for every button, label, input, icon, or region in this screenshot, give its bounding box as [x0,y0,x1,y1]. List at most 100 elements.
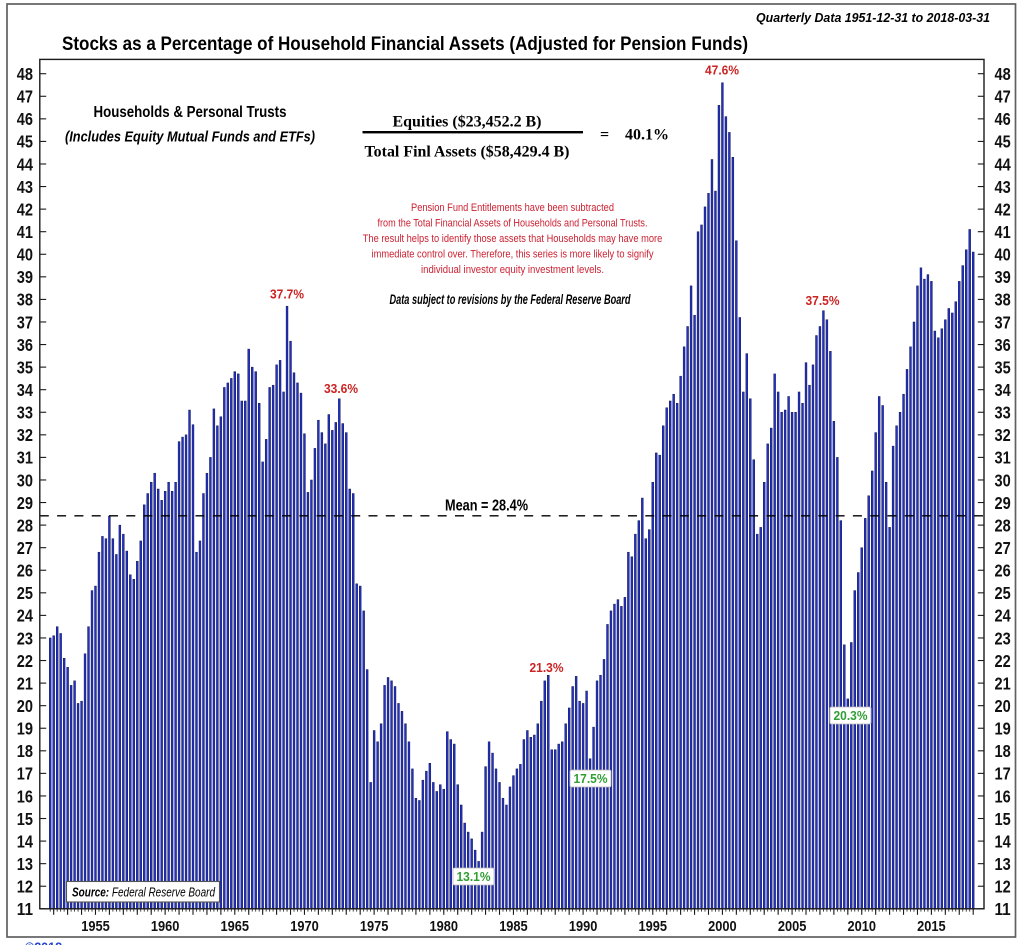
svg-text:42: 42 [17,199,33,219]
svg-text:12: 12 [17,877,33,897]
svg-text:24: 24 [17,606,33,626]
svg-text:43: 43 [995,177,1011,197]
svg-text:26: 26 [17,561,33,581]
svg-text:21: 21 [995,673,1011,693]
svg-text:Data subject to revisions by t: Data subject to revisions by the Federal… [390,292,632,307]
svg-text:individual investor equity inv: individual investor equity investment le… [421,264,604,276]
svg-text:47: 47 [17,87,33,107]
svg-text:43: 43 [17,177,33,197]
svg-text:1955: 1955 [81,918,110,935]
svg-text:The result helps to identify t: The result helps to identify those asset… [363,233,663,245]
svg-text:Source: Federal Reserve Board: Source: Federal Reserve Board [72,885,216,900]
svg-text:35: 35 [17,357,33,377]
svg-text:40.1%: 40.1% [625,127,669,144]
svg-text:(Includes Equity Mutual Funds: (Includes Equity Mutual Funds and ETFs) [65,130,315,146]
svg-text:Equities ($23,452.2 B): Equities ($23,452.2 B) [393,114,542,131]
svg-text:Households & Personal Trusts: Households & Personal Trusts [94,104,287,121]
svg-text:1960: 1960 [151,918,180,935]
svg-text:34: 34 [995,380,1011,400]
svg-text:41: 41 [995,222,1011,242]
svg-text:39: 39 [17,267,33,287]
svg-text:32: 32 [995,425,1011,445]
svg-text:Stocks as a Percentage of Hous: Stocks as a Percentage of Household Fina… [62,33,748,55]
svg-text:30: 30 [995,470,1011,490]
svg-text:15: 15 [17,809,33,829]
svg-text:38: 38 [995,290,1011,310]
svg-text:14: 14 [995,831,1011,851]
svg-text:28: 28 [995,515,1011,535]
svg-text:36: 36 [995,335,1011,355]
svg-text:22: 22 [17,651,33,671]
svg-text:15: 15 [995,809,1011,829]
svg-text:17: 17 [995,764,1011,784]
svg-text:11: 11 [17,899,33,919]
svg-text:34: 34 [17,380,33,400]
svg-text:19: 19 [17,719,33,739]
svg-text:33.6%: 33.6% [324,381,359,396]
svg-text:Mean = 28.4%: Mean = 28.4% [445,498,528,515]
svg-text:42: 42 [995,199,1011,219]
svg-text:46: 46 [995,109,1011,129]
svg-text:12: 12 [995,877,1011,897]
svg-text:2005: 2005 [778,918,807,935]
svg-text:immediate control over. Theref: immediate control over. Therefore, this … [372,249,655,261]
svg-text:40: 40 [17,245,33,265]
svg-text:40: 40 [995,245,1011,265]
svg-text:47.6%: 47.6% [705,63,740,78]
svg-text:45: 45 [17,132,33,152]
svg-text:2010: 2010 [847,918,876,935]
svg-text:44: 44 [995,154,1011,174]
svg-text:31: 31 [995,448,1011,468]
svg-text:20: 20 [17,696,33,716]
svg-text:23: 23 [17,628,33,648]
svg-text:28: 28 [17,515,33,535]
svg-text:45: 45 [995,132,1011,152]
svg-text:1995: 1995 [639,918,668,935]
svg-text:Quarterly Data 1951-12-31 to 2: Quarterly Data 1951-12-31 to 2018-03-31 [756,10,990,25]
svg-text:29: 29 [995,493,1011,513]
svg-text:11: 11 [995,899,1011,919]
svg-text:2015: 2015 [917,918,946,935]
svg-text:2000: 2000 [708,918,737,935]
svg-text:33: 33 [17,403,33,423]
svg-text:48: 48 [995,64,1011,84]
svg-text:1975: 1975 [360,918,389,935]
svg-text:41: 41 [17,222,33,242]
svg-text:19: 19 [995,719,1011,739]
svg-text:23: 23 [995,628,1011,648]
svg-text:1970: 1970 [290,918,319,935]
svg-text:33: 33 [995,403,1011,423]
svg-text:47: 47 [995,87,1011,107]
svg-text:38: 38 [17,290,33,310]
svg-text:20: 20 [995,696,1011,716]
svg-text:25: 25 [995,583,1011,603]
svg-text:37: 37 [995,312,1011,332]
svg-text:29: 29 [17,493,33,513]
svg-text:25: 25 [17,583,33,603]
svg-text:Pension Fund Entitlements have: Pension Fund Entitlements have been subt… [411,202,614,214]
svg-text:18: 18 [17,741,33,761]
svg-text:13: 13 [17,854,33,874]
svg-text:1965: 1965 [221,918,250,935]
svg-text:21: 21 [17,673,33,693]
svg-text:27: 27 [995,538,1011,558]
svg-text:16: 16 [17,786,33,806]
svg-text:22: 22 [995,651,1011,671]
svg-text:20.3%: 20.3% [834,709,868,723]
svg-text:31: 31 [17,448,33,468]
svg-text:=: = [600,127,609,144]
svg-text:13: 13 [995,854,1011,874]
svg-text:21.3%: 21.3% [530,660,565,675]
svg-text:from the Total Financial Asset: from the Total Financial Assets of House… [378,218,648,230]
svg-text:46: 46 [17,109,33,129]
svg-text:1985: 1985 [499,918,528,935]
svg-text:Total Finl Assets ($58,429.4 B: Total Finl Assets ($58,429.4 B) [365,144,570,161]
svg-text:26: 26 [995,561,1011,581]
svg-text:1980: 1980 [430,918,459,935]
svg-text:13.1%: 13.1% [457,870,491,884]
svg-text:17: 17 [17,764,33,784]
svg-text:18: 18 [995,741,1011,761]
svg-text:©2018: ©2018 [25,941,62,945]
svg-text:17.5%: 17.5% [574,772,608,786]
svg-text:37: 37 [17,312,33,332]
